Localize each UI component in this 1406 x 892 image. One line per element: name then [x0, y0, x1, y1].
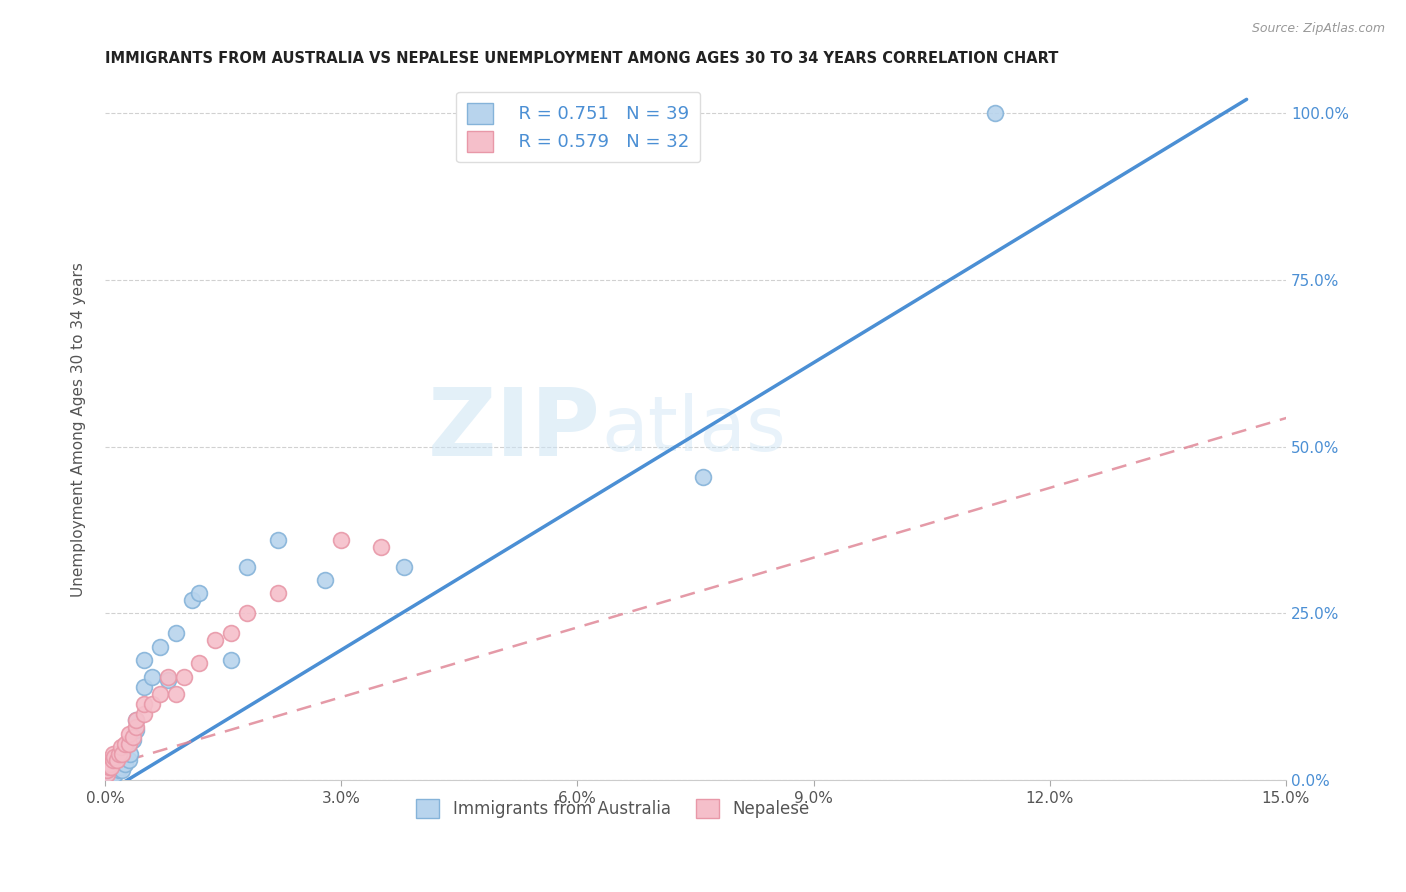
Point — [134, 706, 156, 721]
Point — [105, 760, 128, 774]
Point — [120, 747, 142, 761]
Point — [180, 593, 202, 607]
Point — [134, 697, 156, 711]
Point — [121, 733, 143, 747]
Point — [96, 764, 118, 778]
Point — [97, 760, 120, 774]
Point — [165, 626, 187, 640]
Point — [111, 764, 134, 778]
Point — [188, 657, 211, 671]
Point — [100, 760, 122, 774]
Point — [105, 753, 128, 767]
Point — [219, 653, 242, 667]
Text: Source: ZipAtlas.com: Source: ZipAtlas.com — [1251, 22, 1385, 36]
Point — [103, 760, 125, 774]
Point — [97, 766, 120, 780]
Point — [235, 607, 257, 621]
Point — [314, 573, 336, 587]
Point — [134, 680, 156, 694]
Point — [114, 756, 136, 771]
Point — [330, 533, 353, 547]
Point — [692, 469, 714, 483]
Point — [101, 764, 124, 778]
Point — [141, 670, 163, 684]
Point — [117, 726, 139, 740]
Point — [267, 533, 290, 547]
Point — [96, 766, 118, 780]
Point — [107, 753, 129, 767]
Point — [114, 737, 136, 751]
Point — [173, 670, 195, 684]
Point — [103, 750, 125, 764]
Point — [235, 559, 257, 574]
Point — [267, 586, 290, 600]
Y-axis label: Unemployment Among Ages 30 to 34 years: Unemployment Among Ages 30 to 34 years — [72, 262, 86, 598]
Point — [101, 753, 124, 767]
Point — [108, 747, 131, 761]
Point — [108, 764, 131, 778]
Point — [110, 760, 132, 774]
Point — [392, 559, 415, 574]
Point — [156, 670, 179, 684]
Point — [96, 766, 118, 780]
Point — [983, 105, 1005, 120]
Point — [100, 766, 122, 780]
Point — [125, 713, 148, 727]
Point — [101, 760, 124, 774]
Point — [125, 713, 148, 727]
Point — [219, 626, 242, 640]
Point — [101, 747, 124, 761]
Point — [156, 673, 179, 688]
Point — [111, 747, 134, 761]
Point — [165, 686, 187, 700]
Point — [117, 737, 139, 751]
Point — [97, 764, 120, 778]
Text: IMMIGRANTS FROM AUSTRALIA VS NEPALESE UNEMPLOYMENT AMONG AGES 30 TO 34 YEARS COR: IMMIGRANTS FROM AUSTRALIA VS NEPALESE UN… — [105, 51, 1059, 66]
Text: ZIP: ZIP — [427, 384, 600, 475]
Legend: Immigrants from Australia, Nepalese: Immigrants from Australia, Nepalese — [409, 792, 817, 824]
Point — [204, 633, 226, 648]
Point — [110, 739, 132, 754]
Point — [125, 723, 148, 738]
Point — [370, 540, 392, 554]
Text: atlas: atlas — [600, 392, 786, 467]
Point — [134, 653, 156, 667]
Point — [100, 764, 122, 778]
Point — [149, 640, 172, 654]
Point — [125, 720, 148, 734]
Point — [117, 753, 139, 767]
Point — [117, 737, 139, 751]
Point — [104, 766, 127, 780]
Point — [188, 586, 211, 600]
Point — [110, 747, 132, 761]
Point — [121, 730, 143, 744]
Point — [98, 766, 121, 780]
Point — [96, 770, 118, 784]
Point — [141, 697, 163, 711]
Point — [98, 756, 121, 771]
Point — [149, 686, 172, 700]
